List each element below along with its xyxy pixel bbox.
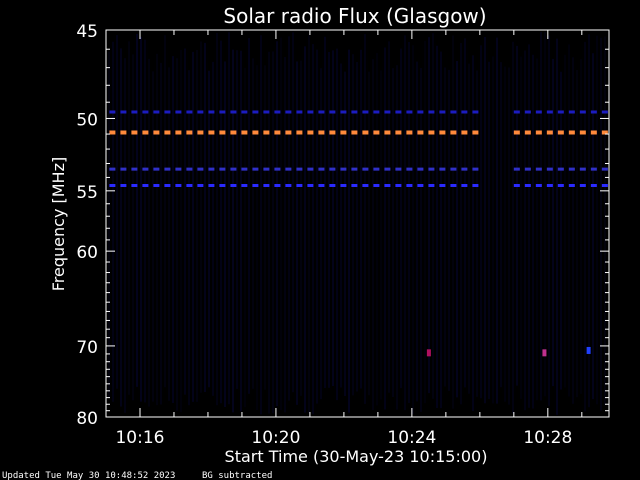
y-tick-label: 60 <box>76 243 98 263</box>
footer-note: BG subtracted <box>202 471 272 480</box>
plot-frame <box>105 29 610 418</box>
emission-spot <box>426 349 431 357</box>
chart-title: Solar radio Flux (Glasgow) <box>223 4 486 28</box>
x-axis: 10:16 10:20 10:24 10:28 <box>105 30 583 448</box>
y-axis: 45 50 55 60 70 80 <box>76 22 609 429</box>
y-tick-label: 80 <box>76 409 98 429</box>
x-axis-label: Start Time (30-May-23 10:15:00) <box>225 447 488 466</box>
y-axis-label: Frequency [MHz] <box>49 157 68 291</box>
noise-layer <box>108 32 606 415</box>
x-tick-label: 10:28 <box>523 428 572 448</box>
y-tick-label: 50 <box>76 110 98 130</box>
x-tick-label: 10:20 <box>251 428 300 448</box>
emission-spots <box>426 346 591 357</box>
emission-spot <box>542 349 547 357</box>
emission-lines <box>109 110 609 188</box>
y-tick-label: 70 <box>76 338 98 358</box>
x-tick-label: 10:24 <box>387 428 436 448</box>
y-tick-label: 55 <box>76 183 98 203</box>
emission-spot <box>586 346 591 354</box>
footer-updated: Updated Tue May 30 10:48:52 2023 <box>2 471 175 480</box>
y-tick-label: 45 <box>76 22 98 42</box>
x-tick-label: 10:16 <box>115 428 164 448</box>
